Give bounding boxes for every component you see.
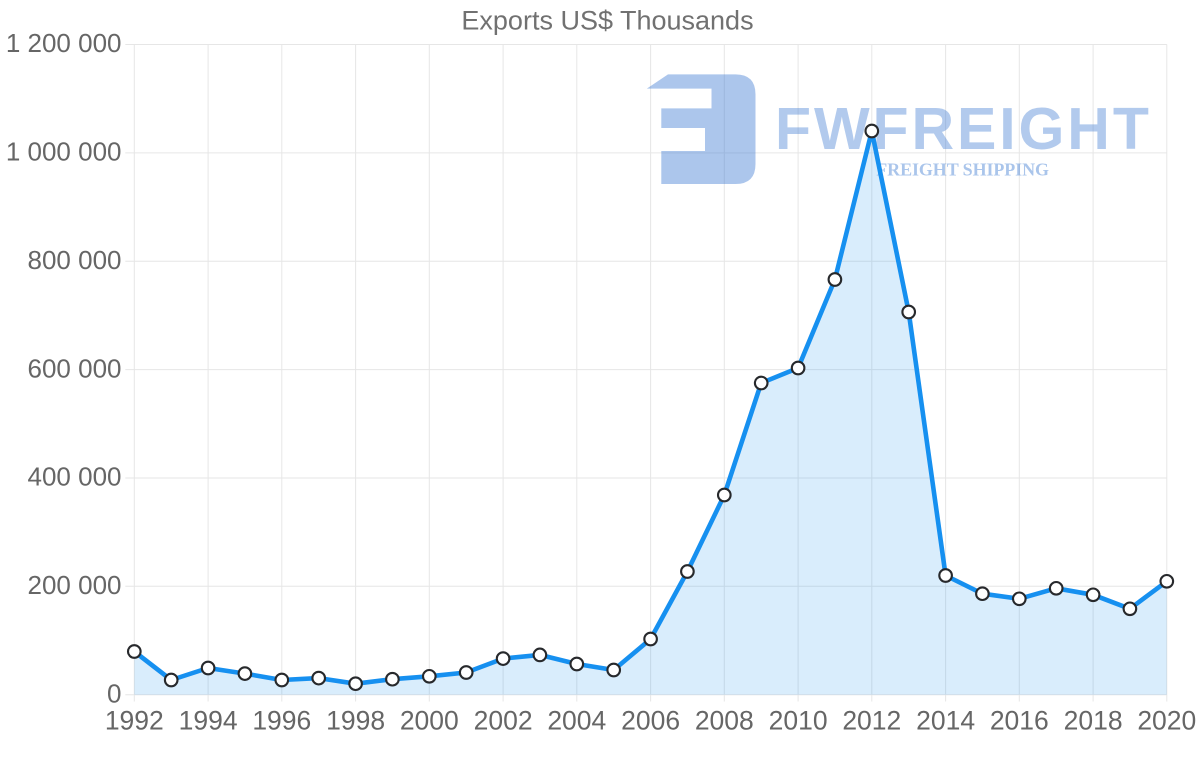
svg-text:200 000: 200 000 [28,570,122,600]
svg-text:800 000: 800 000 [28,245,122,275]
svg-text:2008: 2008 [695,705,754,735]
svg-text:1992: 1992 [105,705,164,735]
svg-text:1998: 1998 [326,705,385,735]
svg-text:1996: 1996 [252,705,311,735]
svg-text:2020: 2020 [1137,705,1196,735]
svg-text:2006: 2006 [621,705,680,735]
svg-text:2018: 2018 [1064,705,1123,735]
svg-text:0: 0 [107,678,121,708]
svg-text:1 200 000: 1 200 000 [6,28,122,58]
svg-text:Exports US$ Thousands: Exports US$ Thousands [461,6,753,36]
svg-text:400 000: 400 000 [28,462,122,492]
svg-text:2000: 2000 [400,705,459,735]
svg-text:600 000: 600 000 [28,353,122,383]
svg-text:1994: 1994 [179,705,238,735]
svg-text:2002: 2002 [474,705,533,735]
svg-text:2014: 2014 [916,705,975,735]
svg-text:FREIGHT SHIPPING: FREIGHT SHIPPING [876,159,1049,179]
svg-text:2010: 2010 [769,705,828,735]
svg-text:FWFREIGHT: FWFREIGHT [775,96,1152,162]
svg-text:2016: 2016 [990,705,1049,735]
svg-text:2012: 2012 [842,705,901,735]
svg-text:1 000 000: 1 000 000 [6,137,122,167]
svg-text:2004: 2004 [547,705,606,735]
